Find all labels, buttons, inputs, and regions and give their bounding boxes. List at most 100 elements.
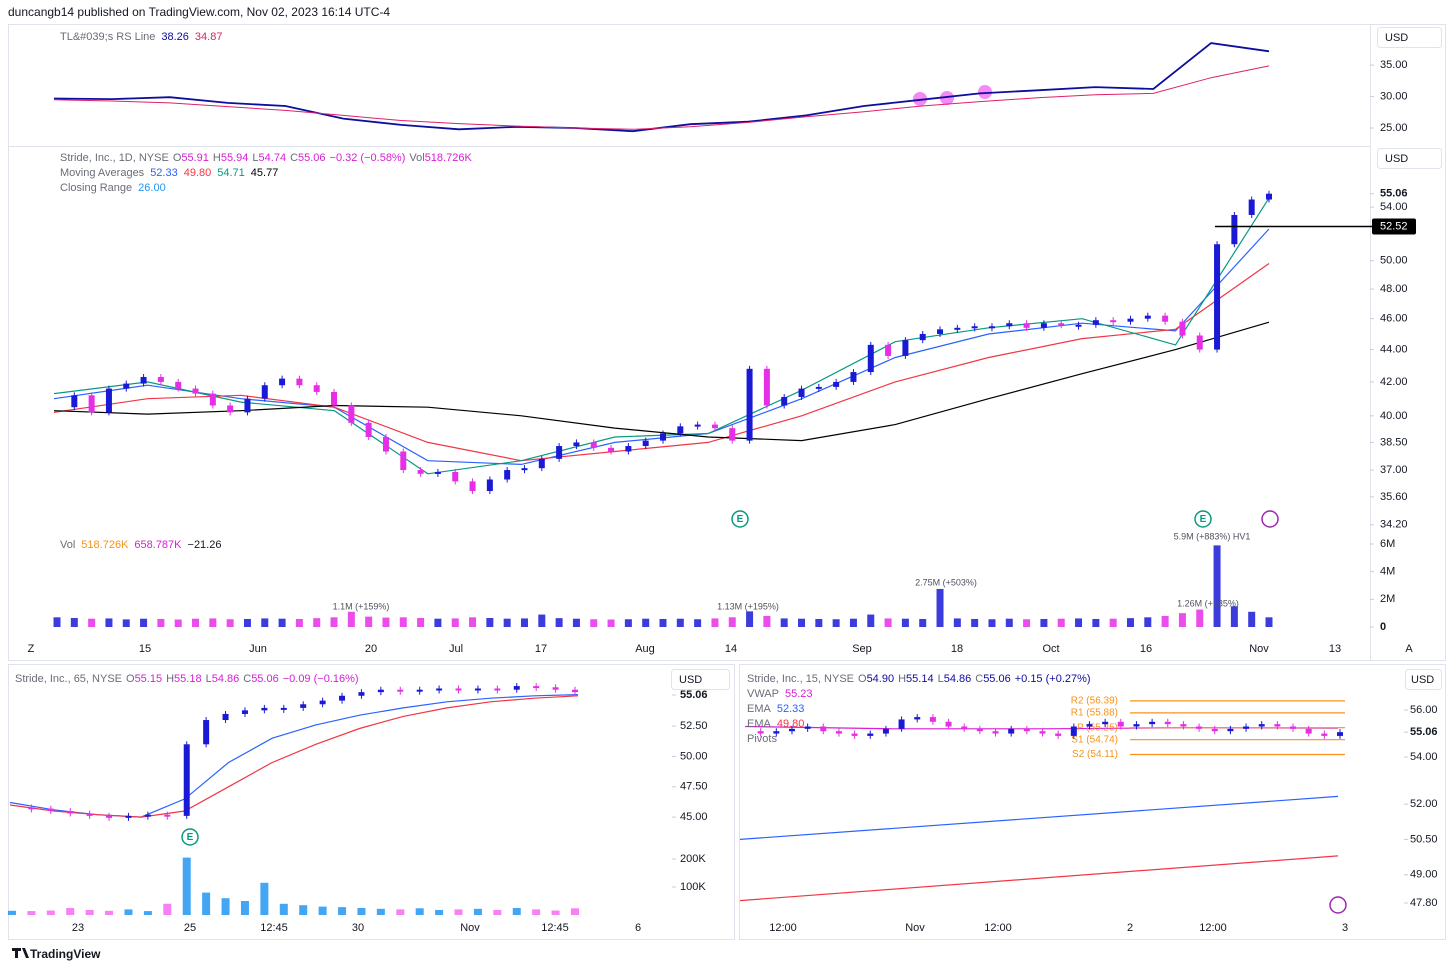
y-tick-label: 42.00 xyxy=(1380,376,1408,388)
candle xyxy=(1162,315,1169,322)
earnings-letter[interactable]: E xyxy=(1200,514,1207,525)
earnings-letter[interactable]: E xyxy=(187,832,194,843)
legend-text: Stride, Inc., 65, NYSE xyxy=(15,673,122,685)
candle xyxy=(937,329,944,334)
usd-button[interactable]: USD xyxy=(1405,669,1442,690)
candle xyxy=(417,470,424,474)
volume-bar xyxy=(953,618,961,627)
price-label-box xyxy=(1372,218,1416,235)
y-tick-label: 52.00 xyxy=(1410,798,1438,810)
usd-button[interactable]: USD xyxy=(1377,148,1442,169)
volume-bar xyxy=(53,617,61,627)
dividend-icon[interactable] xyxy=(1329,896,1347,914)
candle xyxy=(106,815,113,818)
candle xyxy=(885,344,892,356)
line xyxy=(53,228,1270,466)
volume-bar xyxy=(659,618,667,627)
legend-text: Vol xyxy=(409,152,424,164)
legend-text: L xyxy=(938,673,944,685)
volume-bar xyxy=(46,910,55,915)
volume-annotation: 5.9M (+883%) HV1 xyxy=(1174,531,1251,541)
legend-text: 55.18 xyxy=(174,673,202,685)
dividend-icon[interactable] xyxy=(1261,510,1279,528)
earnings-letter[interactable]: E xyxy=(737,514,744,525)
volume-bar xyxy=(70,618,78,627)
volume-annotation: 2.75M (+503%) xyxy=(915,577,977,587)
line xyxy=(739,855,1339,902)
candle xyxy=(416,689,423,692)
y-tick-label: 35.60 xyxy=(1380,491,1408,503)
volume-bar xyxy=(1126,618,1134,627)
candle xyxy=(192,388,199,394)
volume-bar xyxy=(365,616,373,627)
y-tick-label: 47.50 xyxy=(680,781,708,793)
candle xyxy=(494,688,501,691)
y-tick-label: 35.00 xyxy=(1380,59,1408,71)
volume-bar xyxy=(140,618,148,627)
x-tick-label: 12:45 xyxy=(541,922,569,934)
candle xyxy=(729,428,736,441)
candle xyxy=(1040,323,1047,328)
y-tick-label: 38.50 xyxy=(1380,436,1408,448)
currency[interactable]: USD xyxy=(1385,153,1408,165)
volume-bar xyxy=(357,908,366,915)
y-tick-label: 100K xyxy=(680,881,706,893)
x-tick-label: A xyxy=(1405,643,1413,655)
line xyxy=(53,263,1270,462)
legend-text: 54.71 xyxy=(217,167,245,179)
y-tick-label: 6M xyxy=(1380,538,1395,550)
header-title: duncangb14 published on TradingView.com,… xyxy=(8,5,390,19)
candle xyxy=(867,733,874,736)
currency[interactable]: USD xyxy=(1385,32,1408,44)
candle xyxy=(175,381,182,389)
line xyxy=(9,694,579,818)
candle xyxy=(642,440,649,447)
candle xyxy=(677,426,684,434)
volume-bar xyxy=(226,619,234,627)
legend-text: O xyxy=(173,152,182,164)
candle xyxy=(88,395,95,413)
usd-button[interactable]: USD xyxy=(1377,27,1442,48)
volume-annotation: 1.26M (+185%) xyxy=(1177,598,1239,608)
volume-bar xyxy=(520,618,528,627)
line xyxy=(739,795,1339,840)
volume-bar xyxy=(347,611,355,627)
candle xyxy=(280,707,287,710)
candle xyxy=(1075,324,1082,327)
pivot-label: R2 (56.39) xyxy=(1071,695,1118,706)
legend-text: C xyxy=(243,673,251,685)
volume-bar xyxy=(493,909,502,915)
earnings-icon[interactable]: E xyxy=(181,828,199,846)
candle xyxy=(804,726,811,729)
volume-bar xyxy=(572,618,580,627)
candle xyxy=(365,422,372,438)
earnings-icon[interactable]: E xyxy=(731,510,749,528)
y-tick-label: 50.00 xyxy=(680,750,708,762)
legend-text: C xyxy=(290,152,298,164)
y-tick-label: 0 xyxy=(1380,621,1386,633)
candle xyxy=(781,396,788,406)
legend-text: −0.32 (−0.58%) xyxy=(330,152,406,164)
candle xyxy=(261,707,268,711)
x-tick-label: 25 xyxy=(184,922,196,934)
usd-button[interactable]: USD xyxy=(671,669,730,690)
volume-bar xyxy=(1213,545,1221,627)
currency[interactable]: USD xyxy=(1411,674,1434,686)
legend-text: −0.09 (−0.16%) xyxy=(283,673,359,685)
candle xyxy=(300,704,307,708)
candle xyxy=(504,470,511,480)
volume-bar xyxy=(728,617,736,627)
currency[interactable]: USD xyxy=(679,674,702,686)
right-frame xyxy=(739,664,1446,940)
candle xyxy=(1006,323,1013,327)
earnings-icon[interactable]: E xyxy=(1194,510,1212,528)
volume-bar xyxy=(971,618,979,627)
candle xyxy=(71,395,78,408)
volume-annotation: 1.1M (+159%) xyxy=(333,601,390,611)
candle xyxy=(436,688,443,691)
legend-text: 49.80 xyxy=(777,718,805,730)
x-tick-label: 17 xyxy=(535,643,547,655)
candle xyxy=(331,391,338,406)
legend-text: Closing Range xyxy=(60,182,132,194)
y-tick-label: 50.00 xyxy=(1380,255,1408,267)
